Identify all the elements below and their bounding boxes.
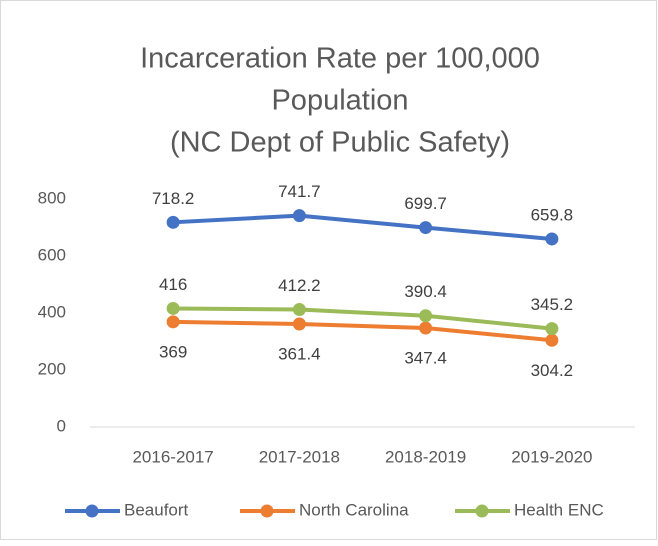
data-label: 741.7 [278,182,321,201]
x-tick-label: 2016-2017 [132,447,213,466]
series-line [173,306,553,331]
data-label: 412.2 [278,276,321,295]
point [292,303,306,317]
legend-label: North Carolina [299,500,409,519]
point [166,315,180,329]
point [292,209,306,223]
point [545,232,559,246]
chart-title: (NC Dept of Public Safety) [170,127,510,159]
chart-title: Population [271,85,408,117]
y-tick-label: 800 [38,188,66,207]
x-tick-label: 2017-2018 [259,447,340,466]
data-label: 345.2 [531,295,574,314]
legend-marker [475,504,489,518]
point [545,333,559,347]
chart-title: Incarceration Rate per 100,000 [140,43,540,75]
point [292,317,306,331]
point [545,322,559,336]
data-label: 390.4 [404,282,447,301]
data-label: 699.7 [404,194,447,213]
x-tick-label: 2018-2019 [385,447,466,466]
legend-label: Beaufort [124,500,189,519]
data-label: 659.8 [531,205,574,224]
point [166,215,180,229]
data-label: 347.4 [404,348,447,367]
data-label: 718.2 [152,189,195,208]
series-line [173,213,553,241]
data-label: 304.2 [531,361,574,380]
legend-marker [85,504,99,518]
series-line [173,319,553,343]
point [419,221,433,235]
y-tick-label: 600 [38,245,66,264]
point [166,301,180,315]
y-tick-label: 200 [38,359,66,378]
point [419,321,433,335]
data-label: 361.4 [278,344,321,363]
point [419,309,433,323]
data-label: 369 [159,342,187,361]
legend-label: Health ENC [514,500,604,519]
data-label: 416 [159,275,187,294]
x-tick-label: 2019-2020 [511,447,592,466]
legend-marker [260,504,274,518]
y-tick-label: 400 [38,302,66,321]
y-tick-label: 0 [57,416,66,435]
